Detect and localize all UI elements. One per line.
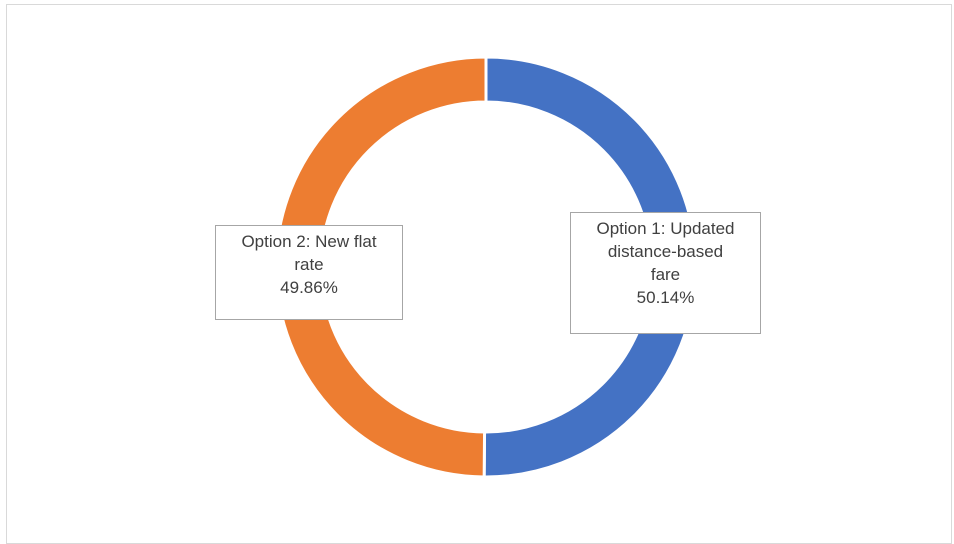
donut-slice-option-1	[482, 55, 698, 479]
data-label-option-2-value: 49.86%	[280, 278, 338, 297]
data-label-option-2-line-2: rate	[294, 255, 324, 274]
data-label-option-1-line-2: distance-based	[607, 242, 724, 261]
data-label-option-1-value: 50.14%	[636, 288, 695, 307]
data-label-option-1-line-1: Option 1: Updated	[596, 219, 735, 238]
data-label-option-2: Option 2: New flat rate 49.86%	[215, 225, 403, 320]
data-label-option-1-line-3: fare	[650, 265, 681, 284]
donut-slice-option-2	[274, 55, 488, 479]
data-label-option-1: Option 1: Updated distance-based fare 50…	[570, 212, 761, 334]
data-label-option-2-line-1: Option 2: New flat	[241, 232, 377, 251]
